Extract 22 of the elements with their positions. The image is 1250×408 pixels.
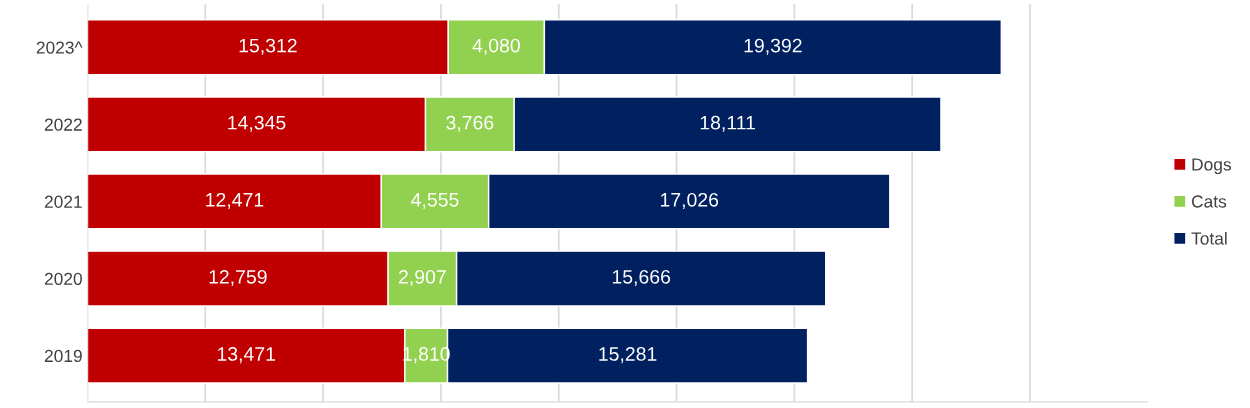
y-tick-label: 2022 xyxy=(44,118,82,131)
y-tick-label: 2019 xyxy=(44,349,82,363)
data-label: 4,555 xyxy=(411,193,459,209)
data-label: 3,766 xyxy=(446,115,494,132)
data-label: 14,345 xyxy=(228,115,286,132)
data-label: 15,312 xyxy=(239,38,297,55)
y-tick-label: 2021 xyxy=(44,195,82,208)
data-label: 15,281 xyxy=(599,347,657,364)
data-label: 17,026 xyxy=(660,192,719,209)
data-label: 18,111 xyxy=(700,115,755,132)
data-label: 12,471 xyxy=(206,192,264,209)
legend-label: Cats xyxy=(1191,195,1227,208)
data-label: 15,666 xyxy=(612,269,671,287)
legend-label: Dogs xyxy=(1192,158,1231,175)
legend-label: Total xyxy=(1191,231,1227,245)
data-label: 2,907 xyxy=(399,269,446,287)
data-label: 12,759 xyxy=(209,269,267,287)
y-tick-label: 2020 xyxy=(44,272,82,285)
data-label: 19,392 xyxy=(744,38,802,55)
data-label: 4,080 xyxy=(472,38,520,55)
data-label: 13,471 xyxy=(217,347,275,364)
y-tick-label: 2023^ xyxy=(36,41,83,54)
